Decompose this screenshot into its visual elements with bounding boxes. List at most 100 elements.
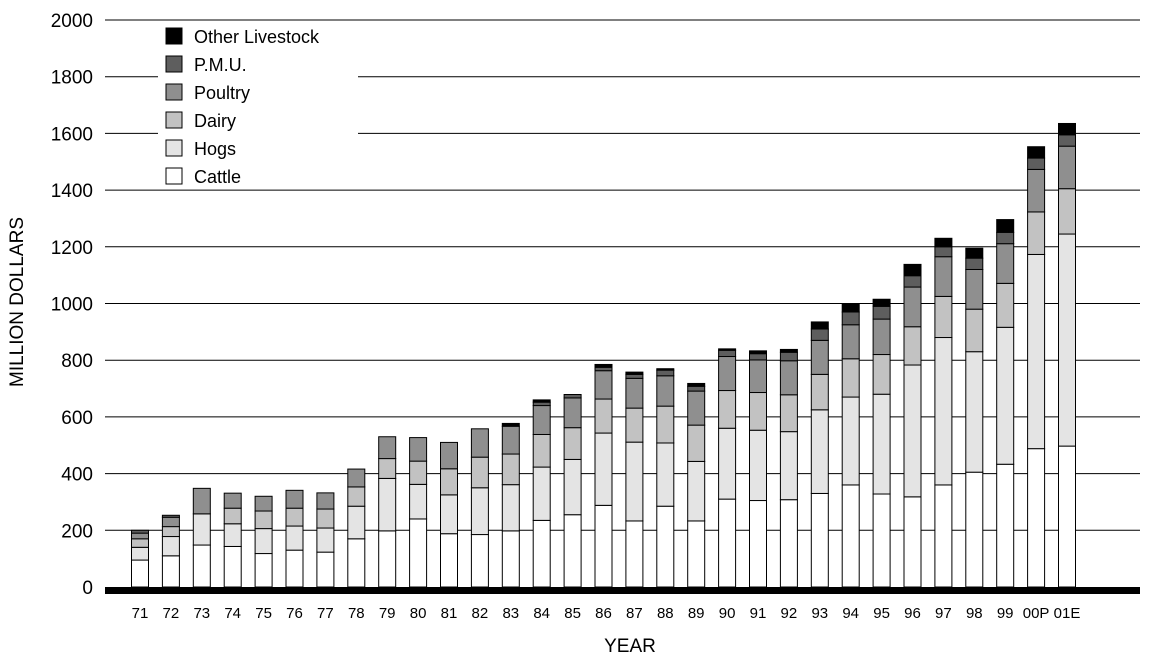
bar-segment-other-livestock bbox=[718, 348, 737, 351]
bar-segment-cattle bbox=[563, 514, 582, 588]
bar-segment-hogs bbox=[192, 513, 211, 546]
bar-segment-other-livestock bbox=[501, 422, 520, 427]
bar-segment-hogs bbox=[996, 326, 1015, 465]
bar-segment-p-m-u bbox=[903, 275, 922, 288]
bar-segment-poultry bbox=[192, 487, 211, 515]
bar-segment-dairy bbox=[131, 538, 149, 548]
x-axis-title: YEAR bbox=[604, 636, 656, 657]
bar-segment-dairy bbox=[285, 507, 304, 527]
y-tick-label: 400 bbox=[61, 465, 93, 486]
bar-segment-hogs bbox=[749, 429, 767, 502]
bar-segment-dairy bbox=[501, 453, 520, 486]
bar-segment-cattle bbox=[965, 471, 984, 588]
bar-segment-poultry bbox=[347, 468, 366, 488]
bar-segment-cattle bbox=[285, 549, 304, 588]
bar-86 bbox=[594, 363, 613, 588]
bar-segment-poultry bbox=[316, 492, 335, 510]
bar-segment-cattle bbox=[594, 504, 613, 588]
bar-87 bbox=[625, 371, 644, 588]
bar-segment-poultry bbox=[903, 286, 922, 328]
bar-segment-dairy bbox=[440, 468, 458, 496]
bar-segment-p-m-u bbox=[749, 353, 767, 361]
y-tick-label: 1600 bbox=[51, 124, 93, 145]
bar-89 bbox=[687, 382, 706, 588]
bar-segment-cattle bbox=[625, 520, 644, 588]
bar-segment-poultry bbox=[872, 318, 891, 356]
bar-77 bbox=[316, 492, 335, 588]
bar-segment-hogs bbox=[254, 528, 273, 555]
bar-segment-p-m-u bbox=[563, 394, 582, 399]
x-tick-label: 96 bbox=[904, 605, 921, 622]
bar-81 bbox=[440, 441, 458, 588]
y-axis-tick-labels: 0 200 400 600 800 1000 1200 1400 1600 1800 2000 bbox=[51, 11, 93, 599]
bar-segment-p-m-u bbox=[965, 257, 984, 270]
bar-segment-dairy bbox=[594, 398, 613, 434]
bar-segment-hogs bbox=[470, 487, 489, 536]
bar-segment-cattle bbox=[316, 551, 335, 588]
bar-segment-cattle bbox=[996, 463, 1015, 588]
bar-segment-hogs bbox=[1027, 253, 1046, 450]
x-tick-label: 92 bbox=[781, 605, 798, 622]
bar-segment-other-livestock bbox=[532, 399, 551, 403]
bar-segment-cattle bbox=[131, 559, 149, 588]
bar-93 bbox=[810, 321, 829, 588]
bar-segment-dairy bbox=[223, 507, 242, 525]
bar-segment-hogs bbox=[718, 427, 737, 500]
x-tick-label: 94 bbox=[842, 605, 859, 622]
bar-segment-dairy bbox=[718, 390, 737, 429]
bar-segment-dairy bbox=[810, 373, 829, 411]
bar-segment-dairy bbox=[378, 458, 397, 479]
bar-segment-p-m-u bbox=[687, 385, 706, 392]
bar-segment-poultry bbox=[934, 256, 953, 297]
bar-segment-cattle bbox=[841, 484, 860, 588]
x-tick-label: 82 bbox=[472, 605, 489, 622]
bar-72 bbox=[161, 514, 180, 588]
x-tick-label: 89 bbox=[688, 605, 705, 622]
bar-segment-hogs bbox=[656, 442, 675, 507]
bar-segment-hogs bbox=[934, 337, 953, 486]
bar-78 bbox=[347, 468, 366, 588]
x-tick-label: 76 bbox=[286, 605, 303, 622]
bar-segment-poultry bbox=[594, 370, 613, 400]
x-tick-label: 84 bbox=[533, 605, 550, 622]
bar-segment-cattle bbox=[903, 496, 922, 588]
bar-segment-cattle bbox=[687, 520, 706, 588]
bar-segment-dairy bbox=[656, 405, 675, 444]
x-tick-label: 79 bbox=[379, 605, 396, 622]
bar-segment-p-m-u bbox=[810, 328, 829, 341]
bar-segment-p-m-u bbox=[131, 529, 149, 534]
bar-segment-cattle bbox=[872, 493, 891, 588]
bar-segment-cattle bbox=[532, 519, 551, 588]
bar-segment-poultry bbox=[841, 324, 860, 360]
bar-92 bbox=[779, 348, 798, 588]
bar-segment-p-m-u bbox=[532, 401, 551, 407]
x-tick-label: 90 bbox=[719, 605, 736, 622]
bar-80 bbox=[409, 437, 428, 588]
bar-segment-dairy bbox=[965, 308, 984, 353]
bar-segment-p-m-u bbox=[1027, 157, 1046, 170]
bar-83 bbox=[501, 422, 520, 588]
bar-segment-poultry bbox=[470, 428, 489, 458]
bar-75 bbox=[254, 495, 273, 588]
bar-segment-hogs bbox=[501, 484, 520, 532]
bar-segment-dairy bbox=[347, 486, 366, 507]
bar-segment-other-livestock bbox=[749, 350, 767, 355]
bar-segment-cattle bbox=[1058, 445, 1076, 588]
bar-segment-poultry bbox=[810, 339, 829, 375]
bar-96 bbox=[903, 263, 922, 588]
bar-segment-other-livestock bbox=[779, 348, 798, 353]
bar-segment-dairy bbox=[625, 407, 644, 443]
legend-background bbox=[158, 24, 358, 186]
x-tick-label: 74 bbox=[224, 605, 241, 622]
bar-98 bbox=[965, 247, 984, 588]
bar-segment-dairy bbox=[841, 358, 860, 398]
bar-segment-p-m-u bbox=[996, 231, 1015, 245]
bar-segment-dairy bbox=[470, 456, 489, 489]
legend-item: Other Livestock bbox=[165, 27, 320, 47]
bar-segment-dairy bbox=[996, 282, 1015, 328]
bar-segment-other-livestock bbox=[965, 247, 984, 259]
bar-segment-poultry bbox=[656, 375, 675, 407]
bar-segment-poultry bbox=[996, 243, 1015, 284]
bar-segment-cattle bbox=[409, 518, 428, 588]
bar-segment-cattle bbox=[161, 555, 180, 588]
